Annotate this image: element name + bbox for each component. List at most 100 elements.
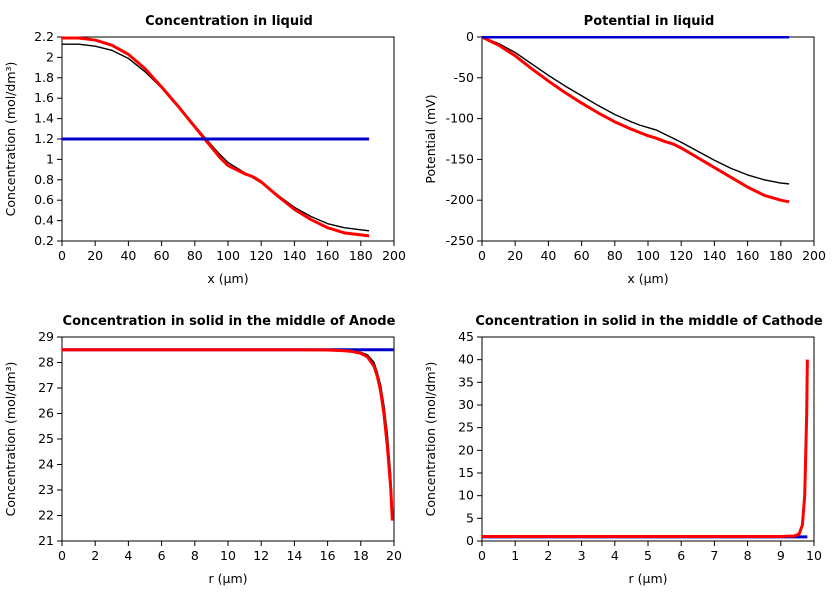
svg-text:6: 6 (677, 548, 685, 563)
svg-text:29: 29 (38, 331, 54, 344)
svg-text:2: 2 (46, 49, 54, 64)
svg-text:5: 5 (466, 510, 474, 525)
svg-text:9: 9 (777, 548, 785, 563)
svg-text:120: 120 (249, 248, 273, 263)
svg-text:6: 6 (158, 548, 166, 563)
svg-text:-150: -150 (446, 151, 474, 166)
svg-text:21: 21 (38, 533, 54, 548)
svg-text:40: 40 (120, 248, 136, 263)
plot-title-concentration-solid-cathode: Concentration in solid in the middle of … (475, 314, 823, 329)
svg-text:1: 1 (511, 548, 519, 563)
svg-text:8: 8 (191, 548, 199, 563)
svg-text:1: 1 (46, 151, 54, 166)
concentration-liquid-canvas: 0 20 40 60 80 100 120 140 160 180 200 0.2 0.4 0.6 0.8 1… (3, 31, 406, 286)
plot-concentration-solid-anode: Concentration in solid in the middle of … (0, 300, 420, 600)
svg-text:10: 10 (458, 488, 474, 503)
svg-text:25: 25 (38, 431, 54, 446)
svg-text:7: 7 (710, 548, 718, 563)
svg-text:-100: -100 (446, 111, 474, 126)
svg-text:200: 200 (802, 248, 826, 263)
svg-text:x (µm): x (µm) (207, 271, 248, 286)
svg-text:0: 0 (466, 31, 474, 44)
svg-text:8: 8 (744, 548, 752, 563)
svg-text:0: 0 (478, 248, 486, 263)
svg-text:200: 200 (382, 248, 406, 263)
svg-text:23: 23 (38, 482, 54, 497)
svg-text:r (µm): r (µm) (209, 571, 248, 586)
svg-text:45: 45 (458, 331, 474, 344)
svg-text:30: 30 (458, 397, 474, 412)
svg-text:-200: -200 (446, 192, 474, 207)
svg-text:180: 180 (769, 248, 793, 263)
potential-liquid-canvas: 0 20 40 60 80 100 120 140 160 180 200 0 -50 -100 -150 -… (423, 31, 826, 286)
svg-text:60: 60 (154, 248, 170, 263)
plot-concentration-liquid: Concentration in liquid 0 20 40 60 80 100 120 1… (0, 0, 420, 300)
svg-text:22: 22 (38, 508, 54, 523)
plot-title-concentration-liquid: Concentration in liquid (145, 14, 313, 29)
svg-text:-50: -50 (454, 70, 474, 85)
svg-text:100: 100 (636, 248, 660, 263)
svg-text:Concentration (mol/dm³): Concentration (mol/dm³) (423, 362, 438, 517)
svg-text:35: 35 (458, 374, 474, 389)
svg-text:0.4: 0.4 (34, 213, 54, 228)
svg-text:2.2: 2.2 (34, 31, 54, 44)
svg-text:160: 160 (736, 248, 760, 263)
svg-text:1.4: 1.4 (34, 111, 54, 126)
svg-text:24: 24 (38, 457, 54, 472)
svg-text:0.6: 0.6 (34, 192, 54, 207)
svg-text:1.6: 1.6 (34, 90, 54, 105)
svg-text:12: 12 (253, 548, 269, 563)
svg-text:40: 40 (540, 248, 556, 263)
svg-text:100: 100 (216, 248, 240, 263)
svg-text:60: 60 (574, 248, 590, 263)
svg-text:14: 14 (286, 548, 302, 563)
svg-text:2: 2 (544, 548, 552, 563)
svg-text:Concentration (mol/dm³): Concentration (mol/dm³) (3, 362, 18, 517)
svg-text:3: 3 (578, 548, 586, 563)
svg-text:80: 80 (187, 248, 203, 263)
svg-text:20: 20 (507, 248, 523, 263)
svg-text:20: 20 (87, 248, 103, 263)
svg-text:x (µm): x (µm) (627, 271, 668, 286)
svg-text:40: 40 (458, 352, 474, 367)
svg-text:0.2: 0.2 (34, 233, 54, 248)
svg-text:10: 10 (220, 548, 236, 563)
svg-text:1.8: 1.8 (34, 70, 54, 85)
svg-text:0.8: 0.8 (34, 172, 54, 187)
svg-text:5: 5 (644, 548, 652, 563)
svg-text:80: 80 (607, 248, 623, 263)
svg-text:10: 10 (806, 548, 822, 563)
svg-text:4: 4 (611, 548, 619, 563)
svg-text:15: 15 (458, 465, 474, 480)
svg-text:25: 25 (458, 420, 474, 435)
svg-text:18: 18 (353, 548, 369, 563)
plot-concentration-solid-cathode: Concentration in solid in the middle of … (420, 300, 840, 600)
svg-text:r (µm): r (µm) (629, 571, 668, 586)
svg-text:0: 0 (478, 548, 486, 563)
svg-text:2: 2 (91, 548, 99, 563)
svg-text:0: 0 (58, 248, 66, 263)
plot-title-concentration-solid-anode: Concentration in solid in the middle of … (62, 314, 396, 329)
svg-text:28: 28 (38, 355, 54, 370)
svg-text:27: 27 (38, 380, 54, 395)
svg-text:140: 140 (282, 248, 306, 263)
svg-text:20: 20 (458, 442, 474, 457)
svg-text:20: 20 (386, 548, 402, 563)
svg-text:-250: -250 (446, 233, 474, 248)
plot-potential-liquid: Potential in liquid 0 20 40 60 80 100 120 140 16… (420, 0, 840, 300)
svg-text:26: 26 (38, 406, 54, 421)
svg-text:0: 0 (58, 548, 66, 563)
svg-text:0: 0 (466, 533, 474, 548)
svg-text:4: 4 (124, 548, 132, 563)
svg-text:120: 120 (669, 248, 693, 263)
svg-text:Potential (mV): Potential (mV) (423, 94, 438, 183)
svg-text:140: 140 (702, 248, 726, 263)
plot-title-potential-liquid: Potential in liquid (583, 14, 715, 29)
svg-text:160: 160 (316, 248, 340, 263)
svg-text:Concentration (mol/dm³): Concentration (mol/dm³) (3, 62, 18, 217)
svg-text:1.2: 1.2 (34, 131, 54, 146)
svg-text:16: 16 (320, 548, 336, 563)
